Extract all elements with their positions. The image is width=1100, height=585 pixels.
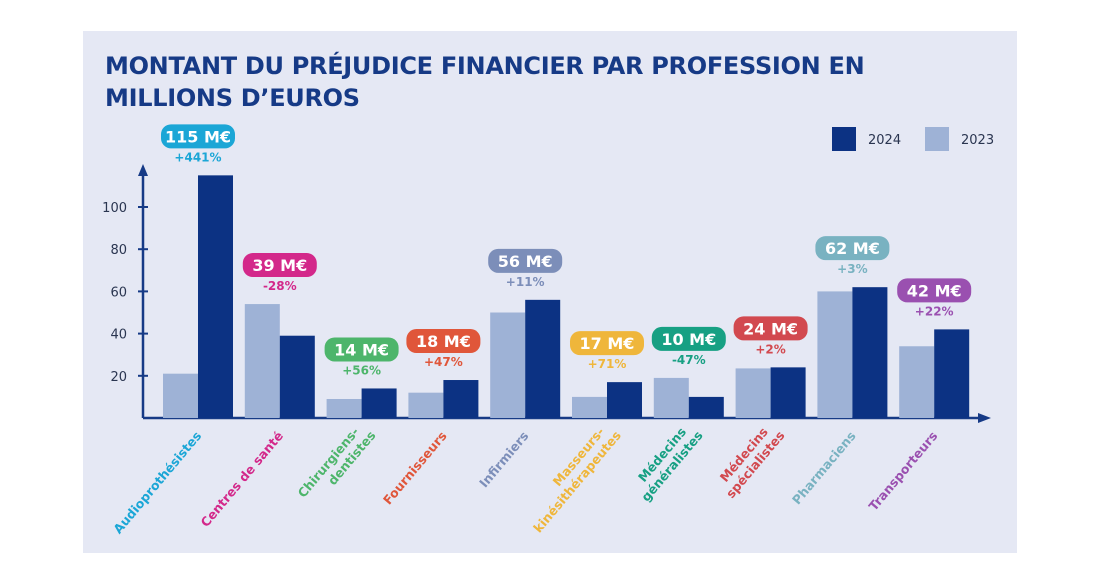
y-tick-label: 80 [110,243,127,258]
value-badge [651,326,726,351]
category-label: Masseurs-kinésithérapeutes [519,418,624,535]
change-label: -47% [672,353,706,367]
value-label: 17 M€ [580,334,635,353]
value-badge [242,253,317,278]
bar-2024 [361,388,397,418]
bar-2024 [198,175,233,418]
bar-2023 [408,392,444,418]
category-label: Infirmiers [476,428,531,490]
category-label-line: Centres de santé [197,428,286,530]
y-tick-label: 60 [110,285,127,300]
legend-label-2024: 2024 [868,133,901,148]
value-badge [406,329,481,354]
bar-2023 [326,399,362,418]
category-label-line: Audioprothésistes [110,428,204,536]
bar-2024 [934,329,970,418]
category-label: Audioprothésistes [110,428,204,536]
change-label: +22% [915,304,954,318]
value-label: 39 M€ [252,256,307,275]
value-badge [897,278,972,303]
bar-2024 [852,287,888,418]
value-badge [815,236,890,261]
value-label: 56 M€ [498,252,553,271]
value-badge [324,337,399,362]
value-label: 115 M€ [165,127,231,146]
change-label: +441% [174,150,221,164]
bar-2024 [688,396,724,418]
value-label: 14 M€ [334,340,389,359]
category-label: Médecinsgénéralistes [627,418,706,504]
category-label-line: kinésithérapeutes [530,428,624,536]
category-label: Médecinsspécialistes [711,418,787,501]
category-label: Transporteurs [866,428,941,513]
bar-2023 [572,396,607,418]
change-label: +71% [588,357,627,371]
value-badge [570,331,644,356]
x-axis-arrow-icon [978,413,991,423]
value-badge [733,316,808,341]
value-label: 18 M€ [416,332,471,351]
legend-swatch-2024 [832,127,856,151]
value-badge [161,124,235,149]
category-label: Pharmaciens [789,428,859,507]
bar-2023 [899,346,935,418]
y-axis-arrow-icon [138,164,148,176]
bar-2024 [279,335,315,418]
category-label-line: Pharmaciens [789,428,859,507]
bar-2024 [525,299,561,418]
change-label: +56% [342,363,381,377]
value-label: 10 M€ [661,330,716,349]
bar-2023 [163,373,198,418]
category-label: Chirurgiens-dentistes [295,418,379,510]
chart-title: MONTANT DU PRÉJUDICE FINANCIER PAR PROFE… [105,52,865,112]
change-label: +47% [424,355,463,369]
category-label-line: Infirmiers [476,428,531,490]
legend-swatch-2023 [925,127,949,151]
y-tick-label: 100 [102,201,127,216]
bar-2024 [770,367,806,418]
bar-2023 [244,304,280,418]
category-label-line: Transporteurs [866,428,941,513]
change-label: +11% [506,275,545,289]
value-badge [488,248,563,273]
category-label-line: Fournisseurs [380,428,450,507]
legend-label-2023: 2023 [961,133,994,148]
change-label: +3% [837,262,867,276]
bar-2023 [490,312,526,418]
bar-2024 [443,380,479,418]
value-label: 24 M€ [743,319,798,338]
bar-2023 [653,377,689,418]
value-label: 42 M€ [907,281,962,300]
category-label: Centres de santé [197,428,286,530]
bar-2023 [735,368,771,418]
y-tick-label: 40 [110,328,127,343]
y-tick-label: 20 [110,370,127,385]
bar-2023 [817,291,853,418]
change-label: -28% [263,279,297,293]
value-label: 62 M€ [825,239,880,258]
category-label: Fournisseurs [380,428,450,507]
bar-2024 [607,382,642,418]
change-label: +2% [755,342,785,356]
